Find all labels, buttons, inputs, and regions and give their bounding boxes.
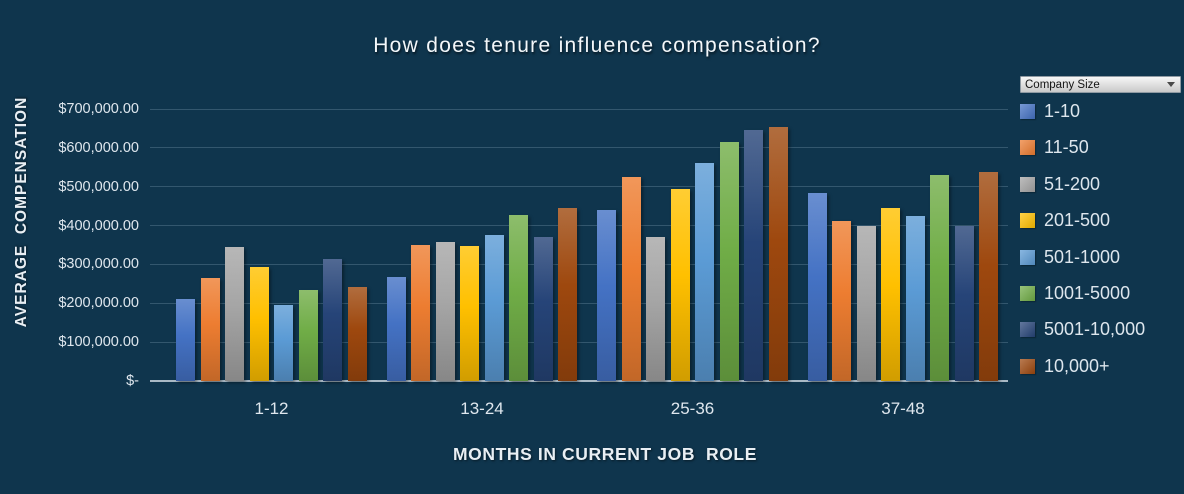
legend-items: 1-10 11-50 51-200 201-500 501-1000 1001-5000 5… <box>1020 101 1146 376</box>
bar-group-37-48 <box>807 109 999 381</box>
chart-title: How does tenure influence compensation? <box>373 34 821 57</box>
bar-5001-10-000 <box>954 225 974 381</box>
legend-label: 201-500 <box>1044 210 1111 231</box>
bar-11-50 <box>200 278 220 381</box>
bar-5001-10-000 <box>533 237 553 381</box>
bar-10-000+ <box>768 126 788 381</box>
bar-201-500 <box>249 267 269 381</box>
bar-5001-10-000 <box>323 258 343 381</box>
gridline <box>150 186 1008 188</box>
bar-201-500 <box>881 208 901 381</box>
legend-item-201-500: 201-500 <box>1020 210 1145 231</box>
bar-201-500 <box>460 246 480 381</box>
bar-1001-5000 <box>930 175 950 381</box>
x-axis-line <box>150 380 1008 382</box>
company-size-dropdown-label: Company Size <box>1025 78 1100 91</box>
x-category-label: 1-12 <box>254 399 289 418</box>
y-tick-label: $- <box>126 373 139 389</box>
legend-swatch-icon <box>1020 285 1035 301</box>
bar-501-1000 <box>905 215 925 381</box>
legend-item-5001-10-000: 5001-10,000 <box>1020 319 1146 340</box>
x-category-label: 13-24 <box>460 399 504 418</box>
legend-label: 1001-5000 <box>1044 282 1131 303</box>
legend-item-51-200: 51-200 <box>1020 173 1145 194</box>
legend-label: 11-50 <box>1044 137 1089 158</box>
x-axis-title: MONTHS IN CURRENT JOB ROLE <box>453 444 757 464</box>
y-tick-label: $700,000.00 <box>58 101 139 117</box>
bar-1-10 <box>597 209 616 381</box>
y-tick-label: $600,000.00 <box>58 139 139 156</box>
gridline <box>150 108 1008 110</box>
bar-11-50 <box>411 245 431 381</box>
legend-label: 10,000+ <box>1044 355 1110 376</box>
legend-item-10-000+: 10,000+ <box>1020 355 1145 376</box>
legend-swatch-icon <box>1020 104 1035 119</box>
bar-1001-5000 <box>719 141 739 381</box>
legend-item-1001-5000: 1001-5000 <box>1020 282 1145 303</box>
bar-group-1-12 <box>176 109 367 381</box>
bar-group-13-24 <box>386 109 578 381</box>
company-size-dropdown[interactable]: Company Size <box>1020 76 1181 93</box>
bar-501-1000 <box>274 304 294 381</box>
y-tick-label: $500,000.00 <box>58 178 139 195</box>
gridline <box>150 263 1008 265</box>
bar-501-1000 <box>484 235 504 381</box>
gridline <box>150 147 1008 149</box>
bar-11-50 <box>621 176 641 381</box>
bar-501-1000 <box>695 162 715 381</box>
bar-1-10 <box>176 299 195 381</box>
legend-item-501-1000: 501-1000 <box>1020 246 1145 267</box>
legend-swatch-icon <box>1020 322 1035 338</box>
legend-label: 51-200 <box>1044 173 1101 194</box>
gridline <box>150 225 1008 227</box>
legend-swatch-icon <box>1020 176 1035 192</box>
y-tick-label: $300,000.00 <box>58 256 139 273</box>
chevron-down-icon <box>1167 82 1175 87</box>
bar-10-000+ <box>979 171 999 381</box>
legend-swatch-icon <box>1020 358 1035 374</box>
legend-item-1-10: 1-10 <box>1020 101 1145 121</box>
bar-1001-5000 <box>509 215 529 381</box>
bar-5001-10-000 <box>744 130 764 381</box>
bar-201-500 <box>670 189 690 381</box>
legend-swatch-icon <box>1020 213 1035 229</box>
bar-10-000+ <box>558 208 578 381</box>
x-category-label: 37-48 <box>881 399 925 418</box>
gridline <box>150 302 1008 304</box>
y-tick-label: $100,000.00 <box>58 334 139 351</box>
gridline <box>150 341 1008 343</box>
bar-group-25-36 <box>597 109 788 381</box>
legend-label: 5001-10,000 <box>1044 319 1146 340</box>
y-tick-label: $400,000.00 <box>58 217 139 234</box>
legend-item-11-50: 11-50 <box>1020 137 1145 158</box>
legend-swatch-icon <box>1020 249 1035 265</box>
bar-1-10 <box>807 192 827 381</box>
legend-label: 501-1000 <box>1044 246 1121 267</box>
bar-51-200 <box>646 236 666 381</box>
x-category-label: 25-36 <box>670 399 715 418</box>
bar-51-200 <box>435 241 455 381</box>
legend-swatch-icon <box>1020 140 1035 156</box>
bar-1001-5000 <box>298 290 318 381</box>
bar-10-000+ <box>347 287 367 381</box>
bar-51-200 <box>225 246 245 381</box>
legend-label: 1-10 <box>1044 101 1081 121</box>
bar-1-10 <box>386 276 406 381</box>
bar-51-200 <box>856 225 876 381</box>
y-axis-title: AVERAGE COMPENSATION <box>13 96 30 328</box>
y-tick-label: $200,000.00 <box>58 295 139 312</box>
bar-11-50 <box>832 220 852 381</box>
